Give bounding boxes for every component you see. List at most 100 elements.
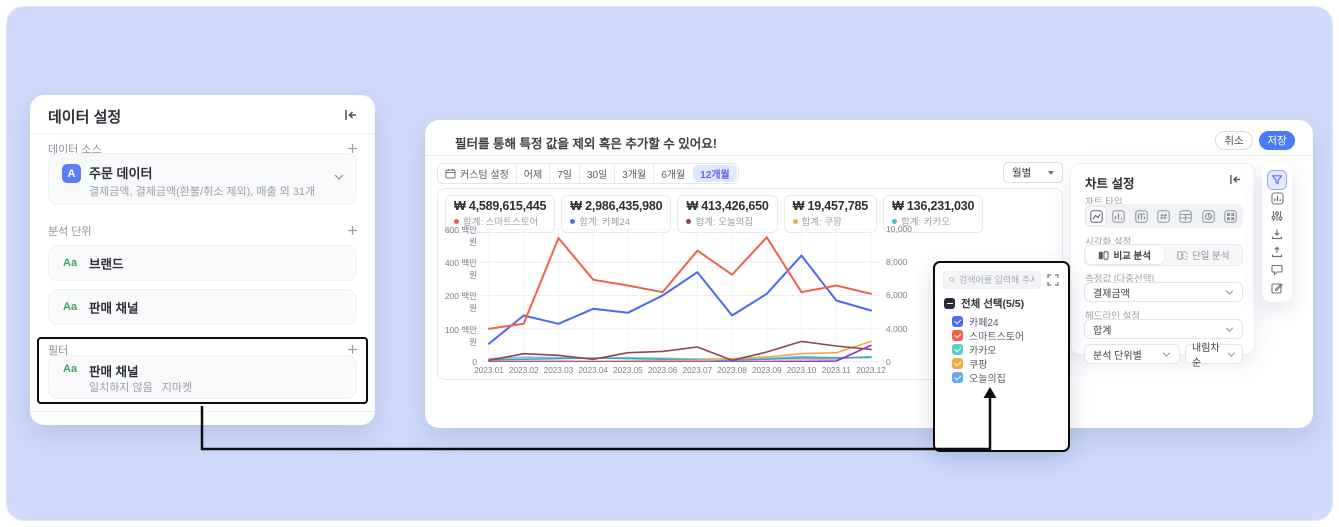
side-toolbar bbox=[1262, 164, 1292, 302]
caret-down-icon bbox=[1048, 170, 1054, 175]
headline-label: 헤드라인 설정 bbox=[1085, 311, 1141, 322]
comment-icon[interactable] bbox=[1268, 261, 1286, 279]
line-chart-plot bbox=[481, 229, 879, 362]
x-axis-label: 2023.02 bbox=[508, 366, 539, 375]
source-title: 주문 데이터 bbox=[89, 166, 153, 181]
chart-builder-card: 필터를 통해 특정 값을 제외 혹은 추가할 수 있어요! 취소 저장 커스텀 … bbox=[425, 120, 1313, 452]
legend-search-box[interactable] bbox=[943, 271, 1041, 289]
x-axis-label: 2023.01 bbox=[474, 366, 504, 375]
y-axis-tick: 600 백만원 bbox=[444, 225, 477, 247]
checkbox-checked[interactable] bbox=[952, 372, 963, 383]
expand-icon[interactable] bbox=[1046, 273, 1060, 287]
legend-item-smartstore[interactable]: 스마트스토어 bbox=[952, 328, 1024, 343]
checkbox-checked[interactable] bbox=[952, 358, 963, 369]
add-filter-icon[interactable] bbox=[345, 342, 359, 356]
text-field-icon: Aa bbox=[63, 363, 78, 375]
x-axis-label: 2023.05 bbox=[613, 366, 643, 375]
chart-tool-icon[interactable] bbox=[1268, 189, 1286, 207]
metric-card-kakao: ₩ 136,231,030 합계: 카카오 bbox=[883, 195, 984, 233]
measure-label: 측정값 [다중선택] bbox=[1085, 274, 1155, 285]
chart-type-label: 차트 타입 bbox=[1085, 197, 1123, 208]
save-button[interactable]: 저장 bbox=[1259, 131, 1295, 150]
y-axis-tick: 0 bbox=[472, 357, 477, 367]
filter-hint-message: 필터를 통해 특정 값을 제외 혹은 추가할 수 있어요! bbox=[455, 137, 717, 151]
analysis-unit-section-label: 분석 단위 bbox=[48, 226, 92, 238]
analysis-unit-item-brand[interactable]: Aa 브랜드 bbox=[48, 245, 357, 281]
select-all-checkbox[interactable] bbox=[944, 298, 955, 309]
text-field-icon: Aa bbox=[63, 257, 78, 269]
chart-type-stacked-bar[interactable] bbox=[1131, 206, 1152, 226]
collapse-settings-icon[interactable] bbox=[1229, 174, 1242, 185]
compare-layout-icon bbox=[1099, 250, 1109, 260]
headline-select[interactable]: 합계 bbox=[1084, 319, 1243, 339]
series-dot bbox=[792, 218, 798, 224]
filter-section-label: 필터 bbox=[48, 345, 69, 357]
measure-select[interactable]: 결제금액 bbox=[1084, 282, 1243, 302]
checkbox-checked[interactable] bbox=[952, 316, 963, 327]
share-upload-icon[interactable] bbox=[1268, 243, 1286, 261]
chart-type-pie[interactable] bbox=[1198, 206, 1219, 226]
chart-type-table[interactable] bbox=[1175, 206, 1196, 226]
metric-card-cafe24: ₩ 2,986,435,980 합계: 카페24 bbox=[561, 195, 672, 233]
y-axis-tick: 100 백만원 bbox=[444, 325, 477, 347]
collapse-panel-icon[interactable] bbox=[343, 107, 359, 123]
sort-by-select[interactable]: 분석 단위별 bbox=[1084, 344, 1180, 364]
panel-footer-divider bbox=[30, 411, 375, 412]
download-icon[interactable] bbox=[1268, 225, 1286, 243]
data-source-card[interactable]: A 주문 데이터 결제금액, 결제금액(환불/취소 제외), 매출 외 31개 bbox=[48, 153, 357, 205]
y-axis-tick-right: 6,000 bbox=[886, 290, 908, 300]
legend-item-cafe24[interactable]: 카페24 bbox=[952, 314, 999, 329]
x-axis-label: 2023.09 bbox=[752, 366, 782, 375]
add-data-source-icon[interactable] bbox=[345, 141, 359, 155]
metric-card-coupang: ₩ 19,457,785 합계: 쿠팡 bbox=[783, 195, 878, 233]
granularity-select[interactable]: 월별 bbox=[1003, 162, 1063, 183]
select-all-row[interactable]: 전체 선택(5/5) bbox=[944, 296, 1024, 311]
message-divider bbox=[425, 155, 1313, 156]
sliders-icon[interactable] bbox=[1268, 207, 1286, 225]
x-axis-label: 2023.08 bbox=[717, 366, 747, 375]
analysis-mode-toggle: 비교 분석 단일 분석 bbox=[1084, 244, 1243, 266]
legend-search-input[interactable] bbox=[959, 275, 1035, 285]
legend-item-ohouse[interactable]: 오늘의집 bbox=[952, 370, 1006, 385]
y-axis-tick: 200 백만원 bbox=[444, 291, 477, 313]
period-custom-button[interactable]: 커스텀 설정 bbox=[438, 164, 516, 183]
y-axis-tick-right: 10,000 bbox=[886, 224, 912, 234]
chart-type-number[interactable] bbox=[1153, 206, 1174, 226]
checkbox-checked[interactable] bbox=[952, 330, 963, 341]
filter-tool-icon[interactable] bbox=[1267, 170, 1287, 190]
period-30d-button[interactable]: 30일 bbox=[578, 164, 614, 183]
x-axis-label: 2023.04 bbox=[578, 366, 608, 375]
edit-icon[interactable] bbox=[1268, 279, 1286, 297]
series-dot bbox=[570, 218, 576, 224]
period-12m-button-selected[interactable]: 12개월 bbox=[693, 165, 737, 182]
period-7d-button[interactable]: 7일 bbox=[549, 164, 579, 183]
visualization-label: 시각화 설정 bbox=[1085, 237, 1132, 248]
chart-settings-panel: 차트 설정 차트 타입 bbox=[1070, 163, 1255, 369]
compare-analysis-tab-selected[interactable]: 비교 분석 bbox=[1086, 246, 1164, 264]
sort-order-select[interactable]: 내림차순 bbox=[1185, 343, 1243, 369]
chart-type-line-selected[interactable] bbox=[1086, 206, 1107, 226]
single-layout-icon bbox=[1177, 250, 1188, 260]
chart-area: ₩ 4,589,615,445 합계: 스마트스토어 ₩ 2,986,435,9… bbox=[437, 188, 1070, 452]
y-axis-tick-right: 0 bbox=[886, 357, 891, 367]
checkbox-checked[interactable] bbox=[952, 344, 963, 355]
chevron-down-icon bbox=[1225, 289, 1234, 295]
series-dot bbox=[892, 218, 898, 224]
period-yesterday-button[interactable]: 어제 bbox=[515, 164, 549, 183]
cancel-button[interactable]: 취소 bbox=[1215, 131, 1253, 150]
analysis-unit-item-sales-channel[interactable]: Aa 판매 채널 bbox=[48, 289, 357, 325]
data-settings-panel: 데이터 설정 데이터 소스 A 주문 데이터 결제금액, 결제금액(환불/취소 … bbox=[30, 95, 375, 425]
chevron-down-icon bbox=[1162, 351, 1171, 357]
chart-type-bar[interactable] bbox=[1108, 206, 1129, 226]
chevron-down-icon bbox=[1227, 351, 1236, 357]
chart-type-grid[interactable] bbox=[1220, 206, 1241, 226]
period-3m-button[interactable]: 3개월 bbox=[614, 164, 653, 183]
filter-card-sales-channel[interactable]: Aa 판매 채널 일치하지 않음 지마켓 bbox=[48, 355, 357, 399]
period-6m-button[interactable]: 6개월 bbox=[653, 164, 692, 183]
legend-item-kakao[interactable]: 카카오 bbox=[952, 342, 997, 357]
legend-item-coupang[interactable]: 쿠팡 bbox=[952, 356, 987, 371]
single-analysis-tab[interactable]: 단일 분석 bbox=[1165, 245, 1243, 265]
period-segmented-control: 커스텀 설정 어제 7일 30일 3개월 6개월 12개월 bbox=[437, 163, 739, 184]
add-analysis-unit-icon[interactable] bbox=[345, 223, 359, 237]
chevron-down-icon[interactable] bbox=[334, 174, 344, 180]
